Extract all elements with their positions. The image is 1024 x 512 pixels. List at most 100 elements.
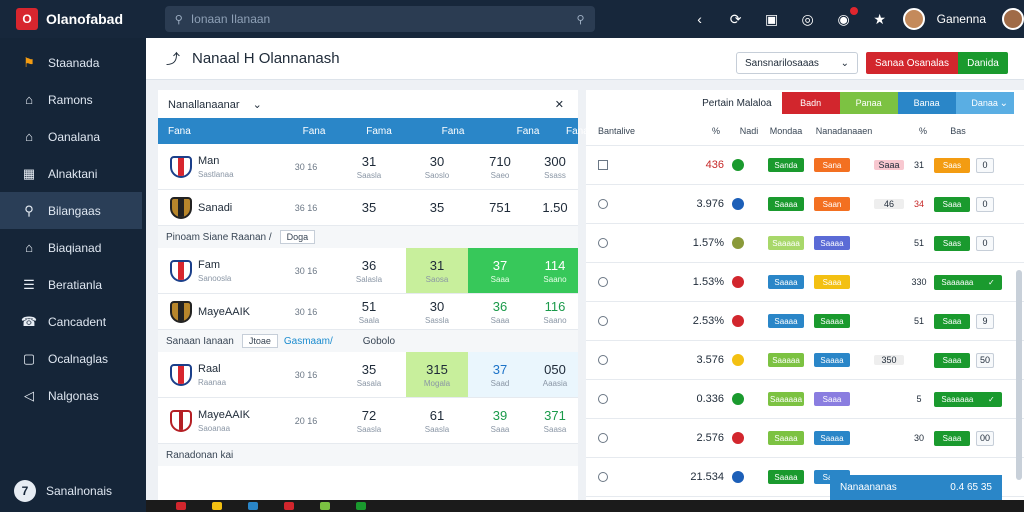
odds-cell[interactable]: 39 Saaa bbox=[468, 398, 532, 443]
table-row[interactable]: 3.576 Saaaaa Saaaa 350 Saaa 50 bbox=[586, 341, 1024, 380]
odds-pill[interactable]: Saaaaa bbox=[768, 353, 804, 367]
table-row[interactable]: 436 Sanda Sana Saaa 31 Saas 0 bbox=[586, 146, 1024, 185]
group-tag[interactable]: Jtoae bbox=[241, 334, 278, 348]
sidebar-bottom-item[interactable]: 7 Sanalnonais bbox=[14, 480, 112, 502]
back-arrow-icon[interactable]: ⤴ bbox=[166, 50, 180, 67]
view-select[interactable]: Sansnarilosaaas ⌄ bbox=[736, 52, 858, 74]
chevron-left-icon[interactable]: ‹ bbox=[697, 11, 702, 27]
column-header[interactable]: Fana bbox=[441, 125, 465, 137]
small-button[interactable]: 0 bbox=[976, 157, 994, 173]
row-select[interactable] bbox=[598, 433, 622, 443]
table-row[interactable]: MayeAAIK 30 16 51 Saala 30 Sassla 36 Saaa 116 Saa… bbox=[158, 294, 578, 330]
odds-cell[interactable]: 51 Saala bbox=[332, 294, 406, 329]
radio-button[interactable] bbox=[598, 238, 608, 248]
globe-icon[interactable]: ◎ bbox=[801, 10, 814, 27]
team-name[interactable]: Sanadi bbox=[198, 201, 233, 214]
small-button[interactable]: 00 bbox=[976, 430, 994, 446]
odds-cell[interactable]: 31 Saosa bbox=[406, 248, 468, 293]
radio-button[interactable] bbox=[598, 277, 608, 287]
column-header[interactable]: Fana bbox=[516, 125, 540, 137]
taskbar-app-icon[interactable] bbox=[176, 502, 186, 510]
column-header[interactable]: Bas bbox=[950, 125, 966, 136]
notification-icon[interactable]: ◉ bbox=[835, 6, 858, 28]
odds-cell[interactable]: 61 Saasla bbox=[406, 398, 468, 443]
table-row[interactable]: 0.336 Saaaaaa Saaa 5 Saaaaaa ✓ bbox=[586, 380, 1024, 419]
scrollbar[interactable] bbox=[1016, 270, 1022, 480]
column-header[interactable]: Fama bbox=[366, 125, 392, 137]
odds-pill[interactable]: Saaaa bbox=[768, 197, 804, 211]
search-bar[interactable]: ⚲ ⚲ bbox=[164, 6, 595, 32]
bet-button[interactable]: Saas bbox=[934, 157, 970, 173]
row-select[interactable] bbox=[598, 199, 622, 209]
odds-cell[interactable]: 37 Saad bbox=[468, 352, 532, 397]
radio-button[interactable] bbox=[598, 394, 608, 404]
refresh-icon[interactable]: ⟳ bbox=[729, 10, 742, 27]
odds-cell[interactable]: 36 Salasla bbox=[332, 248, 406, 293]
row-select[interactable] bbox=[598, 316, 622, 326]
column-header[interactable]: Nadi bbox=[739, 125, 759, 136]
bet-button[interactable]: Saaa bbox=[934, 352, 970, 368]
odds-cell[interactable]: 300 Ssass bbox=[532, 144, 578, 189]
taskbar-app-icon[interactable] bbox=[248, 502, 258, 510]
odds-pill[interactable]: Saaaaaa bbox=[768, 392, 804, 406]
secondary-action-button[interactable]: Danida bbox=[958, 52, 1008, 74]
sidebar-item[interactable]: ☰ Beratianla bbox=[0, 266, 146, 303]
radio-button[interactable] bbox=[598, 316, 608, 326]
primary-action-button[interactable]: Sanaa Osanalas bbox=[866, 52, 958, 74]
taskbar-app-icon[interactable] bbox=[284, 502, 294, 510]
sidebar-item[interactable]: ⚲ Bilangaas bbox=[0, 192, 142, 229]
odds-cell[interactable]: 36 Saaa bbox=[468, 294, 532, 329]
row-select[interactable] bbox=[598, 472, 622, 482]
odds-cell[interactable]: 37 Saaa bbox=[468, 248, 532, 293]
odds-cell[interactable]: 116 Saano bbox=[532, 294, 578, 329]
odds-cell[interactable]: 30 Saoslo bbox=[406, 144, 468, 189]
row-select[interactable] bbox=[598, 355, 622, 365]
sidebar-item[interactable]: ▦ Alnaktani bbox=[0, 155, 146, 192]
table-row[interactable]: 3.976 Saaaa Saan 46 34 Saaa 0 bbox=[586, 185, 1024, 224]
profile-avatar[interactable] bbox=[1002, 8, 1024, 30]
odds-pill[interactable]: Sanda bbox=[768, 158, 804, 172]
taskbar-app-icon[interactable] bbox=[320, 502, 330, 510]
column-header[interactable]: Fana bbox=[168, 125, 191, 137]
table-row[interactable]: Sanadi 36 16 35 35 751 1.50 bbox=[158, 190, 578, 226]
group-link[interactable]: Gasmaam/ bbox=[283, 335, 333, 347]
row-select[interactable] bbox=[598, 394, 622, 404]
team-name[interactable]: MayeAAIK bbox=[198, 305, 250, 318]
table-row[interactable]: MayeAAIK Saoanaa 20 16 72 Saasla 61 Saasla 39 Sa… bbox=[158, 398, 578, 444]
chevron-down-icon[interactable]: ⌄ bbox=[999, 97, 1008, 109]
bet-button[interactable]: Saaa bbox=[934, 196, 970, 212]
column-header[interactable]: Fana bbox=[566, 125, 589, 137]
tab-0[interactable]: Badn bbox=[781, 92, 840, 114]
radio-button[interactable] bbox=[598, 355, 608, 365]
bet-button[interactable]: Saaaaaa ✓ bbox=[934, 391, 1002, 407]
odds-cell[interactable]: 35 bbox=[406, 190, 468, 225]
odds-pill[interactable]: Saaa bbox=[814, 275, 850, 289]
table-row[interactable]: Fam Sanoosla 30 16 36 Salasla 31 Saosa 37 Saaa 11… bbox=[158, 248, 578, 294]
odds-cell[interactable]: 050 Aaasia bbox=[532, 352, 578, 397]
column-header[interactable]: % bbox=[711, 125, 720, 136]
column-header[interactable]: Nanadanaaen bbox=[815, 125, 873, 136]
taskbar-app-icon[interactable] bbox=[356, 502, 366, 510]
sidebar-item[interactable]: ▢ Ocalnaglas bbox=[0, 340, 146, 377]
odds-cell[interactable]: 751 bbox=[468, 190, 532, 225]
radio-button[interactable] bbox=[598, 199, 608, 209]
odds-cell[interactable]: 315 Mogala bbox=[406, 352, 468, 397]
small-button[interactable]: 0 bbox=[976, 196, 994, 212]
odds-cell[interactable]: 35 Sasala bbox=[332, 352, 406, 397]
column-header[interactable]: Fana bbox=[302, 125, 326, 137]
odds-cell[interactable]: 30 Sassla bbox=[406, 294, 468, 329]
bet-button[interactable]: Saaaaaa ✓ bbox=[934, 274, 1002, 290]
calendar-icon[interactable]: ▣ bbox=[764, 10, 779, 27]
odds-pill[interactable]: Saaaa bbox=[768, 275, 804, 289]
sidebar-item[interactable]: ⚑ Staanada bbox=[0, 44, 146, 81]
odds-pill[interactable]: Saaaa bbox=[814, 353, 850, 367]
small-button[interactable]: 50 bbox=[976, 352, 994, 368]
team-name[interactable]: Raal bbox=[198, 362, 221, 375]
search-submit-icon[interactable]: ⚲ bbox=[576, 13, 585, 26]
team-name[interactable]: Fam bbox=[198, 258, 220, 271]
odds-pill[interactable]: Saaaa bbox=[768, 314, 804, 328]
sidebar-item[interactable]: ⌂ Ramons bbox=[0, 81, 146, 118]
odds-pill[interactable]: Saaaaa bbox=[768, 236, 804, 250]
team-name[interactable]: Man bbox=[198, 154, 220, 167]
sidebar-item[interactable]: ☎ Cancadent bbox=[0, 303, 146, 340]
